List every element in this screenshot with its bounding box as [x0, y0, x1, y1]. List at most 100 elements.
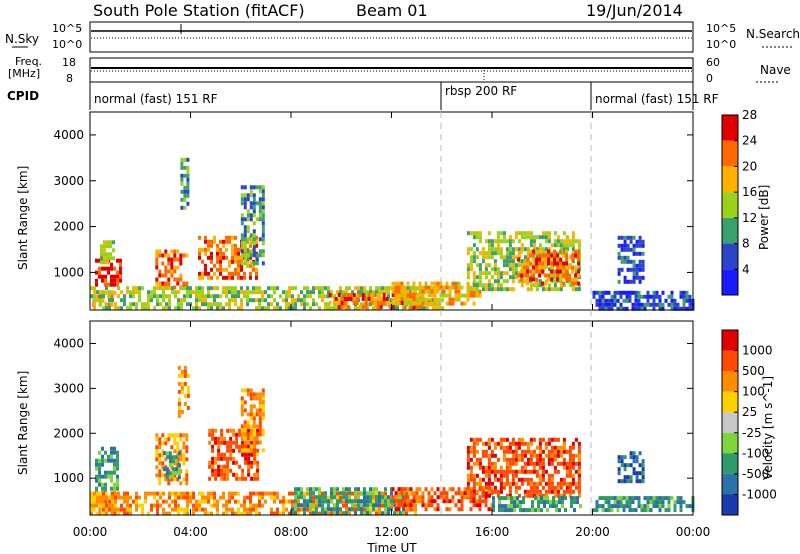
- heatmap-cell: [201, 491, 204, 496]
- heatmap-cell: [469, 493, 473, 498]
- heatmap-cell: [544, 489, 548, 494]
- heatmap-cell: [112, 248, 115, 253]
- heatmap-cell: [330, 290, 333, 295]
- heatmap-cell: [499, 247, 503, 252]
- heatmap-cell: [507, 496, 510, 501]
- heatmap-cell: [424, 503, 428, 508]
- heatmap-cell: [638, 479, 642, 484]
- heatmap-cell: [562, 253, 566, 258]
- heatmap-cell: [186, 290, 189, 295]
- heatmap-cell: [623, 279, 627, 284]
- heatmap-cell: [402, 306, 405, 311]
- heatmap-cell: [235, 436, 239, 441]
- heatmap-cell: [285, 294, 288, 299]
- heatmap-cell: [101, 446, 104, 451]
- freq-left-tick-top: 18: [62, 56, 76, 69]
- heatmap-cell: [496, 477, 500, 482]
- heatmap-cell: [384, 286, 387, 291]
- heatmap-cell: [223, 464, 227, 469]
- heatmap-cell: [222, 251, 225, 256]
- heatmap-cell: [623, 247, 627, 252]
- heatmap-cell: [234, 511, 237, 516]
- heatmap-cell: [421, 499, 425, 504]
- heatmap-cell: [559, 453, 563, 458]
- heatmap-cell: [161, 453, 165, 458]
- heatmap-cell: [570, 500, 573, 505]
- heatmap-cell: [237, 290, 240, 295]
- heatmap-cell: [634, 290, 638, 295]
- heatmap-cell: [475, 437, 479, 442]
- heatmap-cell: [216, 499, 219, 504]
- heatmap-cell: [318, 306, 321, 311]
- heatmap-cell: [216, 503, 219, 508]
- heatmap-cell: [249, 444, 253, 449]
- heatmap-cell: [252, 267, 255, 272]
- heatmap-cell: [229, 444, 233, 449]
- heatmap-cell: [481, 489, 485, 494]
- heatmap-cell: [237, 306, 240, 311]
- y-tick-label: 2000: [53, 426, 84, 440]
- heatmap-cell: [232, 432, 236, 437]
- heatmap-cell: [535, 481, 539, 486]
- heatmap-cell: [174, 467, 178, 472]
- heatmap-cell: [101, 274, 104, 279]
- heatmap-cell: [466, 263, 470, 268]
- heatmap-cell: [173, 269, 177, 274]
- heatmap-cell: [252, 444, 256, 449]
- heatmap-cell: [655, 500, 659, 505]
- heatmap-cell: [312, 298, 315, 303]
- heatmap-cell: [252, 286, 255, 291]
- heatmap-cell: [186, 173, 190, 178]
- heatmap-cell: [418, 285, 422, 290]
- heatmap-cell: [220, 440, 224, 445]
- heatmap-cell: [403, 301, 407, 306]
- heatmap-cell: [168, 451, 172, 456]
- heatmap-cell: [364, 305, 368, 309]
- heatmap-cell: [96, 495, 99, 500]
- heatmap-cell: [655, 496, 659, 501]
- heatmap-cell: [158, 269, 162, 274]
- heatmap-cell: [472, 301, 476, 306]
- heatmap-cell: [457, 285, 461, 290]
- heatmap-cell: [252, 245, 256, 250]
- heatmap-cell: [306, 503, 309, 508]
- heatmap-cell: [357, 495, 360, 500]
- heatmap-cell: [123, 507, 126, 512]
- heatmap-cell: [186, 181, 190, 186]
- heatmap-cell: [427, 499, 431, 504]
- heatmap-cell: [367, 293, 371, 297]
- heatmap-cell: [261, 213, 265, 218]
- heatmap-cell: [499, 239, 503, 244]
- heatmap-cell: [562, 489, 566, 494]
- heatmap-cell: [544, 257, 548, 262]
- heatmap-cell: [258, 400, 262, 405]
- heatmap-cell: [535, 489, 539, 494]
- heatmap-cell: [384, 495, 387, 500]
- heatmap-cell: [595, 500, 599, 505]
- heatmap-cell: [564, 508, 567, 513]
- heatmap-cell: [670, 298, 674, 303]
- heatmap-cell: [571, 453, 575, 458]
- heatmap-cell: [270, 302, 273, 307]
- heatmap-cell: [629, 479, 633, 484]
- noise-panel-frame: [89, 21, 694, 53]
- heatmap-cell: [550, 261, 554, 266]
- heatmap-cell: [601, 294, 605, 299]
- heatmap-cell: [577, 281, 581, 286]
- heatmap-cell: [469, 247, 473, 252]
- heatmap-cell: [487, 239, 491, 244]
- heatmap-cell: [336, 290, 339, 295]
- heatmap-cell: [264, 306, 267, 311]
- heatmap-cell: [381, 503, 384, 508]
- heatmap-cell: [198, 294, 201, 299]
- heatmap-cell: [238, 476, 242, 481]
- heatmap-cell: [613, 290, 617, 295]
- heatmap-cell: [249, 255, 252, 260]
- heatmap-cell: [421, 289, 425, 294]
- heatmap-cell: [484, 493, 488, 498]
- heatmap-cell: [418, 495, 422, 500]
- heatmap-cell: [348, 511, 351, 516]
- heatmap-cell: [240, 261, 244, 266]
- heatmap-cell: [261, 294, 264, 299]
